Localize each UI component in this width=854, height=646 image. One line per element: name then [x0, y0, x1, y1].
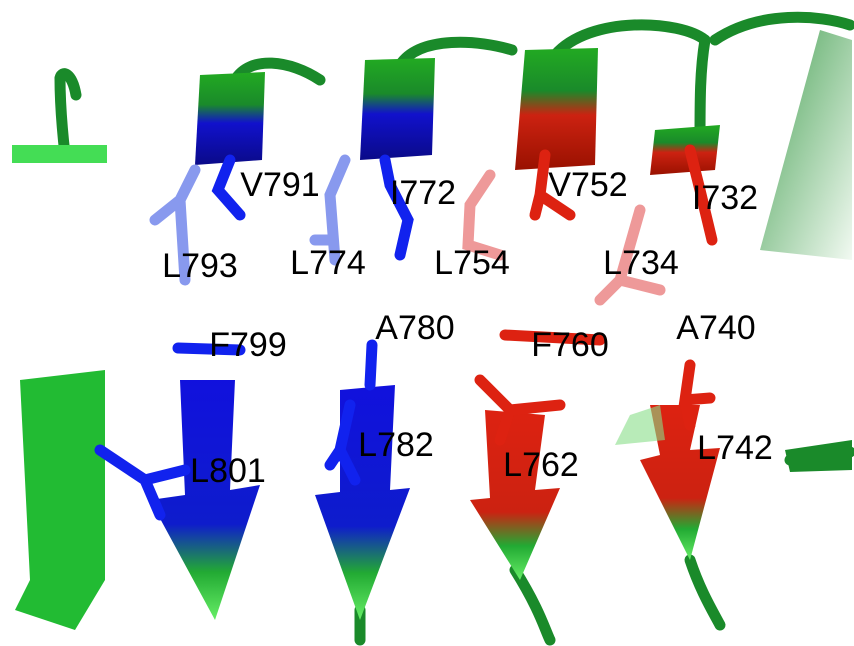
- residue-label: L754: [434, 244, 510, 282]
- protein-structure: V791 I772 V752 I732 L793 L774 L754 L734 F799 A780…: [0, 0, 854, 646]
- residue-label: L762: [503, 446, 579, 484]
- residue-label: I772: [390, 174, 456, 212]
- residue-label: L793: [162, 247, 238, 285]
- residue-label: L801: [190, 452, 266, 490]
- residue-label: A740: [676, 309, 755, 347]
- residue-label: L742: [697, 429, 773, 467]
- residue-label: V791: [240, 166, 319, 204]
- residue-label: L734: [603, 244, 679, 282]
- residue-label: L782: [358, 426, 434, 464]
- residue-label: I732: [692, 179, 758, 217]
- residue-label: F799: [209, 326, 287, 364]
- residue-label: F760: [531, 326, 609, 364]
- residue-label: V752: [548, 166, 627, 204]
- residue-label: A780: [375, 309, 454, 347]
- residue-label: L774: [290, 244, 366, 282]
